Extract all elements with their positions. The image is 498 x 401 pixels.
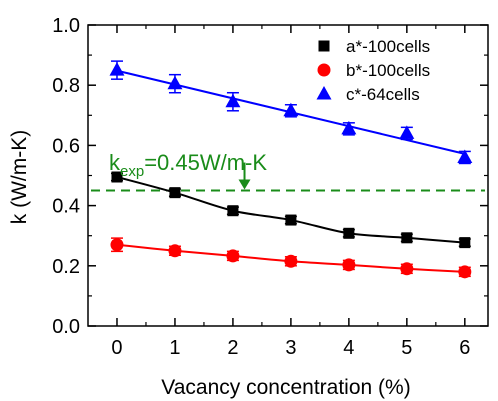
x-tick-label: 6	[459, 337, 470, 359]
data-point	[284, 254, 298, 268]
legend-marker	[317, 63, 331, 77]
x-tick-label: 1	[169, 337, 180, 359]
reference-annotation-main: k	[109, 150, 121, 175]
data-point	[400, 262, 414, 276]
data-point	[343, 227, 355, 239]
data-point	[169, 187, 181, 199]
x-tick-label: 3	[285, 337, 296, 359]
legend: a*-100cells b*-100cells c*-64cells	[316, 37, 430, 104]
legend-label: a*-100cells	[346, 37, 430, 56]
x-axis-title: Vacancy concentration (%)	[161, 376, 410, 399]
y-tick-label: 1.0	[52, 15, 80, 37]
reference-arrow-head	[238, 179, 251, 190]
legend-marker	[316, 86, 332, 100]
data-point	[399, 125, 415, 139]
data-point	[168, 244, 182, 258]
reference-annotation-sub: exp	[120, 163, 144, 180]
data-point	[401, 232, 413, 244]
y-tick-labels: 0.0 0.2 0.4 0.6 0.8 1.0	[52, 15, 80, 338]
reference-annotation: kexp=0.45W/m-K	[109, 150, 267, 180]
data-point	[111, 171, 123, 183]
data-point	[342, 258, 356, 272]
axis-ticks	[88, 24, 488, 327]
data-point	[458, 265, 472, 279]
legend-label: b*-100cells	[346, 61, 430, 80]
data-point	[110, 238, 124, 252]
data-point	[227, 205, 239, 217]
y-tick-label: 0.6	[52, 135, 80, 157]
data-point	[225, 93, 241, 108]
fit-line-a*-100cells	[116, 176, 465, 244]
y-tick-label: 0.4	[52, 196, 80, 218]
legend-label: c*-64cells	[346, 85, 420, 104]
y-tick-label: 0.2	[52, 256, 80, 278]
data-point	[109, 62, 125, 76]
legend-marker	[318, 40, 330, 52]
data-point	[459, 237, 471, 249]
reference-annotation-rest: =0.45W/m-K	[144, 150, 267, 175]
data-markers	[109, 60, 473, 279]
data-point	[457, 149, 473, 163]
x-tick-label: 5	[401, 337, 412, 359]
x-tick-label: 2	[227, 337, 238, 359]
data-point	[283, 102, 299, 117]
x-tick-label: 0	[111, 337, 122, 359]
y-axis-title: k (W/m-K)	[8, 130, 31, 224]
data-point	[285, 214, 297, 226]
data-point	[167, 75, 183, 90]
x-tick-labels: 0 1 2 3 4 5 6	[111, 337, 470, 359]
data-point	[226, 249, 240, 263]
x-tick-label: 4	[343, 337, 354, 359]
reference-line-group	[91, 162, 485, 192]
y-tick-label: 0.0	[52, 316, 80, 338]
y-tick-label: 0.8	[52, 75, 80, 97]
data-point	[341, 120, 357, 135]
